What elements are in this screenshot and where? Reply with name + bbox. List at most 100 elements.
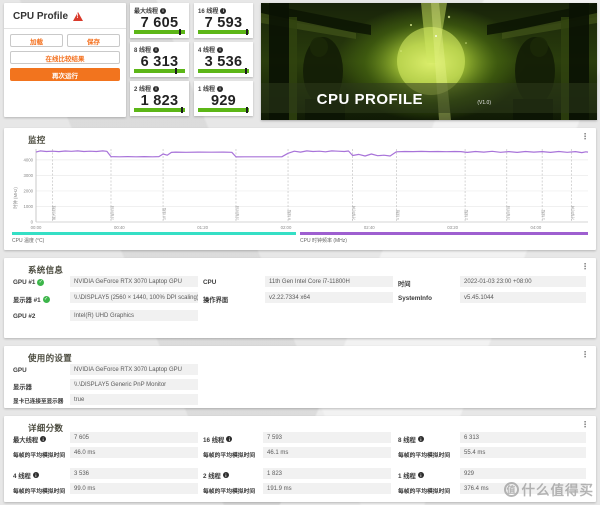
field-value: 191.9 ms (263, 483, 391, 494)
load-button[interactable]: 加载 (10, 34, 63, 47)
legend-swatch-purple[interactable] (300, 232, 588, 235)
svg-text:00:00: 00:00 (31, 225, 42, 230)
banner-title: CPU PROFILE (317, 91, 423, 108)
score-tile-2-threads: 2 线程 i 1 823 (130, 81, 189, 116)
save-button[interactable]: 保存 (67, 34, 120, 47)
score-average-marker (175, 68, 178, 74)
info-icon[interactable]: i (153, 46, 160, 53)
score-bar (134, 29, 185, 35)
score-bar (134, 107, 185, 113)
check-icon: ✓ (42, 295, 50, 303)
svg-text:时钟 (MHz): 时钟 (MHz) (12, 187, 19, 209)
detailed-scores-section: 详细分数 ⋮ 最大线程 i 7 605 每帧的平均模拟时间 46.0 ms 16 … (4, 416, 596, 502)
legend-cpu-temperature[interactable]: CPU 温度 (°C) (12, 232, 296, 244)
detail-8-threads-simtime: 每帧的平均模拟时间 55.4 ms (398, 447, 586, 459)
svg-text:4 线程: 4 线程 (395, 209, 400, 220)
info-icon[interactable]: i (222, 472, 229, 478)
smzdm-watermark: 值 什么值得买 (503, 479, 595, 499)
field-value: 2022-01-03 23:00 +08:00 (460, 276, 586, 287)
field-value: 7 593 (263, 432, 391, 443)
svg-text:03:20: 03:20 (447, 225, 458, 230)
svg-text:04:00: 04:00 (531, 225, 542, 230)
field-settings-display: 显示器 \\.\DISPLAY5 Generic PnP Monitor (13, 379, 198, 391)
legend-label: CPU 时钟频率 (MHz) (300, 238, 347, 244)
field-value: v2.22.7334 x64 (265, 292, 393, 303)
score-label: 1 线程 (198, 87, 216, 93)
info-icon[interactable]: i (160, 7, 167, 14)
info-icon[interactable]: i (32, 472, 39, 478)
page-title: CPU Profile (13, 11, 69, 22)
detail-16-threads-score: 16 线程 i 7 593 (203, 432, 391, 444)
info-icon[interactable]: i (417, 436, 424, 442)
info-icon[interactable]: i (40, 436, 47, 442)
score-bar (198, 68, 249, 74)
info-icon[interactable]: i (153, 85, 160, 92)
detail-4-threads-simtime: 每帧的平均模拟时间 99.0 ms (13, 483, 198, 495)
svg-text:冷却时间: 冷却时间 (351, 205, 356, 220)
detail-max-threads-score: 最大线程 i 7 605 (13, 432, 198, 444)
legend-swatch-teal[interactable] (12, 232, 296, 235)
kebab-menu-icon[interactable]: ⋮ (581, 132, 589, 141)
watermark-text: 什么值得买 (521, 483, 594, 498)
score-bar (198, 29, 249, 35)
info-icon[interactable]: i (217, 85, 224, 92)
field-value: 55.4 ms (460, 447, 586, 458)
field-cpu: CPU 11th Gen Intel Core i7-11800H (203, 276, 393, 287)
score-tile-16-threads: 16 线程 i 7 593 (194, 3, 253, 38)
field-systeminfo-version: SystemInfo v5.45.1044 (398, 292, 586, 303)
banner-version: (V1.0) (477, 100, 491, 106)
field-ui-version: 操作界面 v2.22.7334 x64 (203, 292, 393, 304)
svg-text:4000: 4000 (23, 157, 33, 162)
check-icon: ✓ (37, 278, 45, 286)
section-title-system-info: 系统信息 (28, 265, 64, 275)
score-value: 6 313 (140, 54, 179, 70)
info-icon[interactable]: i (220, 7, 227, 14)
settings-section: 使用的设置 ⋮ GPU NVIDIA GeForce RTX 3070 Lapt… (4, 346, 596, 408)
field-gpu1: GPU #1 ✓ NVIDIA GeForce RTX 3070 Laptop G… (13, 276, 198, 287)
field-value: \\.\DISPLAY5 Generic PnP Monitor (70, 379, 198, 390)
score-label: 16 线程 (198, 9, 219, 15)
svg-text:冷却时间: 冷却时间 (505, 205, 510, 220)
field-settings-gpu: GPU NVIDIA GeForce RTX 3070 Laptop GPU (13, 364, 198, 375)
kebab-menu-icon[interactable]: ⋮ (581, 420, 589, 429)
svg-text:1000: 1000 (23, 204, 33, 209)
field-value: 11th Gen Intel Core i7-11800H (265, 276, 393, 287)
field-value: 99.0 ms (70, 483, 198, 494)
field-display1: 显示器 #1 ✓ \\.\DISPLAY5 (2560 × 1440, 100% … (13, 292, 198, 304)
info-icon[interactable]: i (417, 472, 424, 478)
svg-text:00:40: 00:40 (114, 225, 125, 230)
score-value: 7 593 (204, 15, 243, 31)
field-value: true (70, 394, 198, 405)
score-value: 929 (210, 93, 237, 109)
detail-8-threads-score: 8 线程 i 6 313 (398, 432, 586, 444)
score-tile-max-threads: 最大线程 i 7 605 (130, 3, 189, 38)
detail-1-thread-score: 1 线程 i 929 (398, 468, 586, 480)
smzdm-logo-icon: 值 (503, 481, 519, 497)
detail-4-threads-score: 4 线程 i 3 536 (13, 468, 198, 480)
kebab-menu-icon[interactable]: ⋮ (581, 262, 589, 271)
score-tile-4-threads: 4 线程 i 3 536 (194, 42, 253, 77)
score-tiles: 最大线程 i 7 605 16 线程 i 7 593 8 线程 i 6 313 4 线… (130, 3, 254, 117)
score-average-marker (244, 68, 247, 74)
score-average-marker (179, 29, 182, 35)
compare-online-button[interactable]: 在线比较结果 (10, 51, 120, 64)
svg-text:1 线程: 1 线程 (541, 209, 546, 220)
legend-cpu-clock[interactable]: CPU 时钟频率 (MHz) (300, 232, 588, 244)
field-value: 6 313 (460, 432, 586, 443)
score-average-marker (181, 107, 184, 113)
svg-text:01:20: 01:20 (197, 225, 208, 230)
field-value: 46.0 ms (70, 447, 198, 458)
svg-text:冷却时间: 冷却时间 (109, 205, 114, 220)
info-icon[interactable]: i (217, 46, 224, 53)
kebab-menu-icon[interactable]: ⋮ (581, 350, 589, 359)
detail-1-thread-simtime: 每帧的平均模拟时间 376.4 ms (398, 483, 586, 495)
run-again-button[interactable]: 再次运行 (10, 68, 120, 81)
svg-text:16 线程: 16 线程 (162, 207, 167, 220)
score-label: 2 线程 (134, 87, 152, 93)
info-icon[interactable]: i (226, 436, 233, 442)
legend-label: CPU 温度 (°C) (12, 238, 45, 244)
field-value: 3 536 (70, 468, 198, 479)
system-info-section: 系统信息 ⋮ GPU #1 ✓ NVIDIA GeForce RTX 3070 L… (4, 258, 596, 338)
score-tile-8-threads: 8 线程 i 6 313 (130, 42, 189, 77)
